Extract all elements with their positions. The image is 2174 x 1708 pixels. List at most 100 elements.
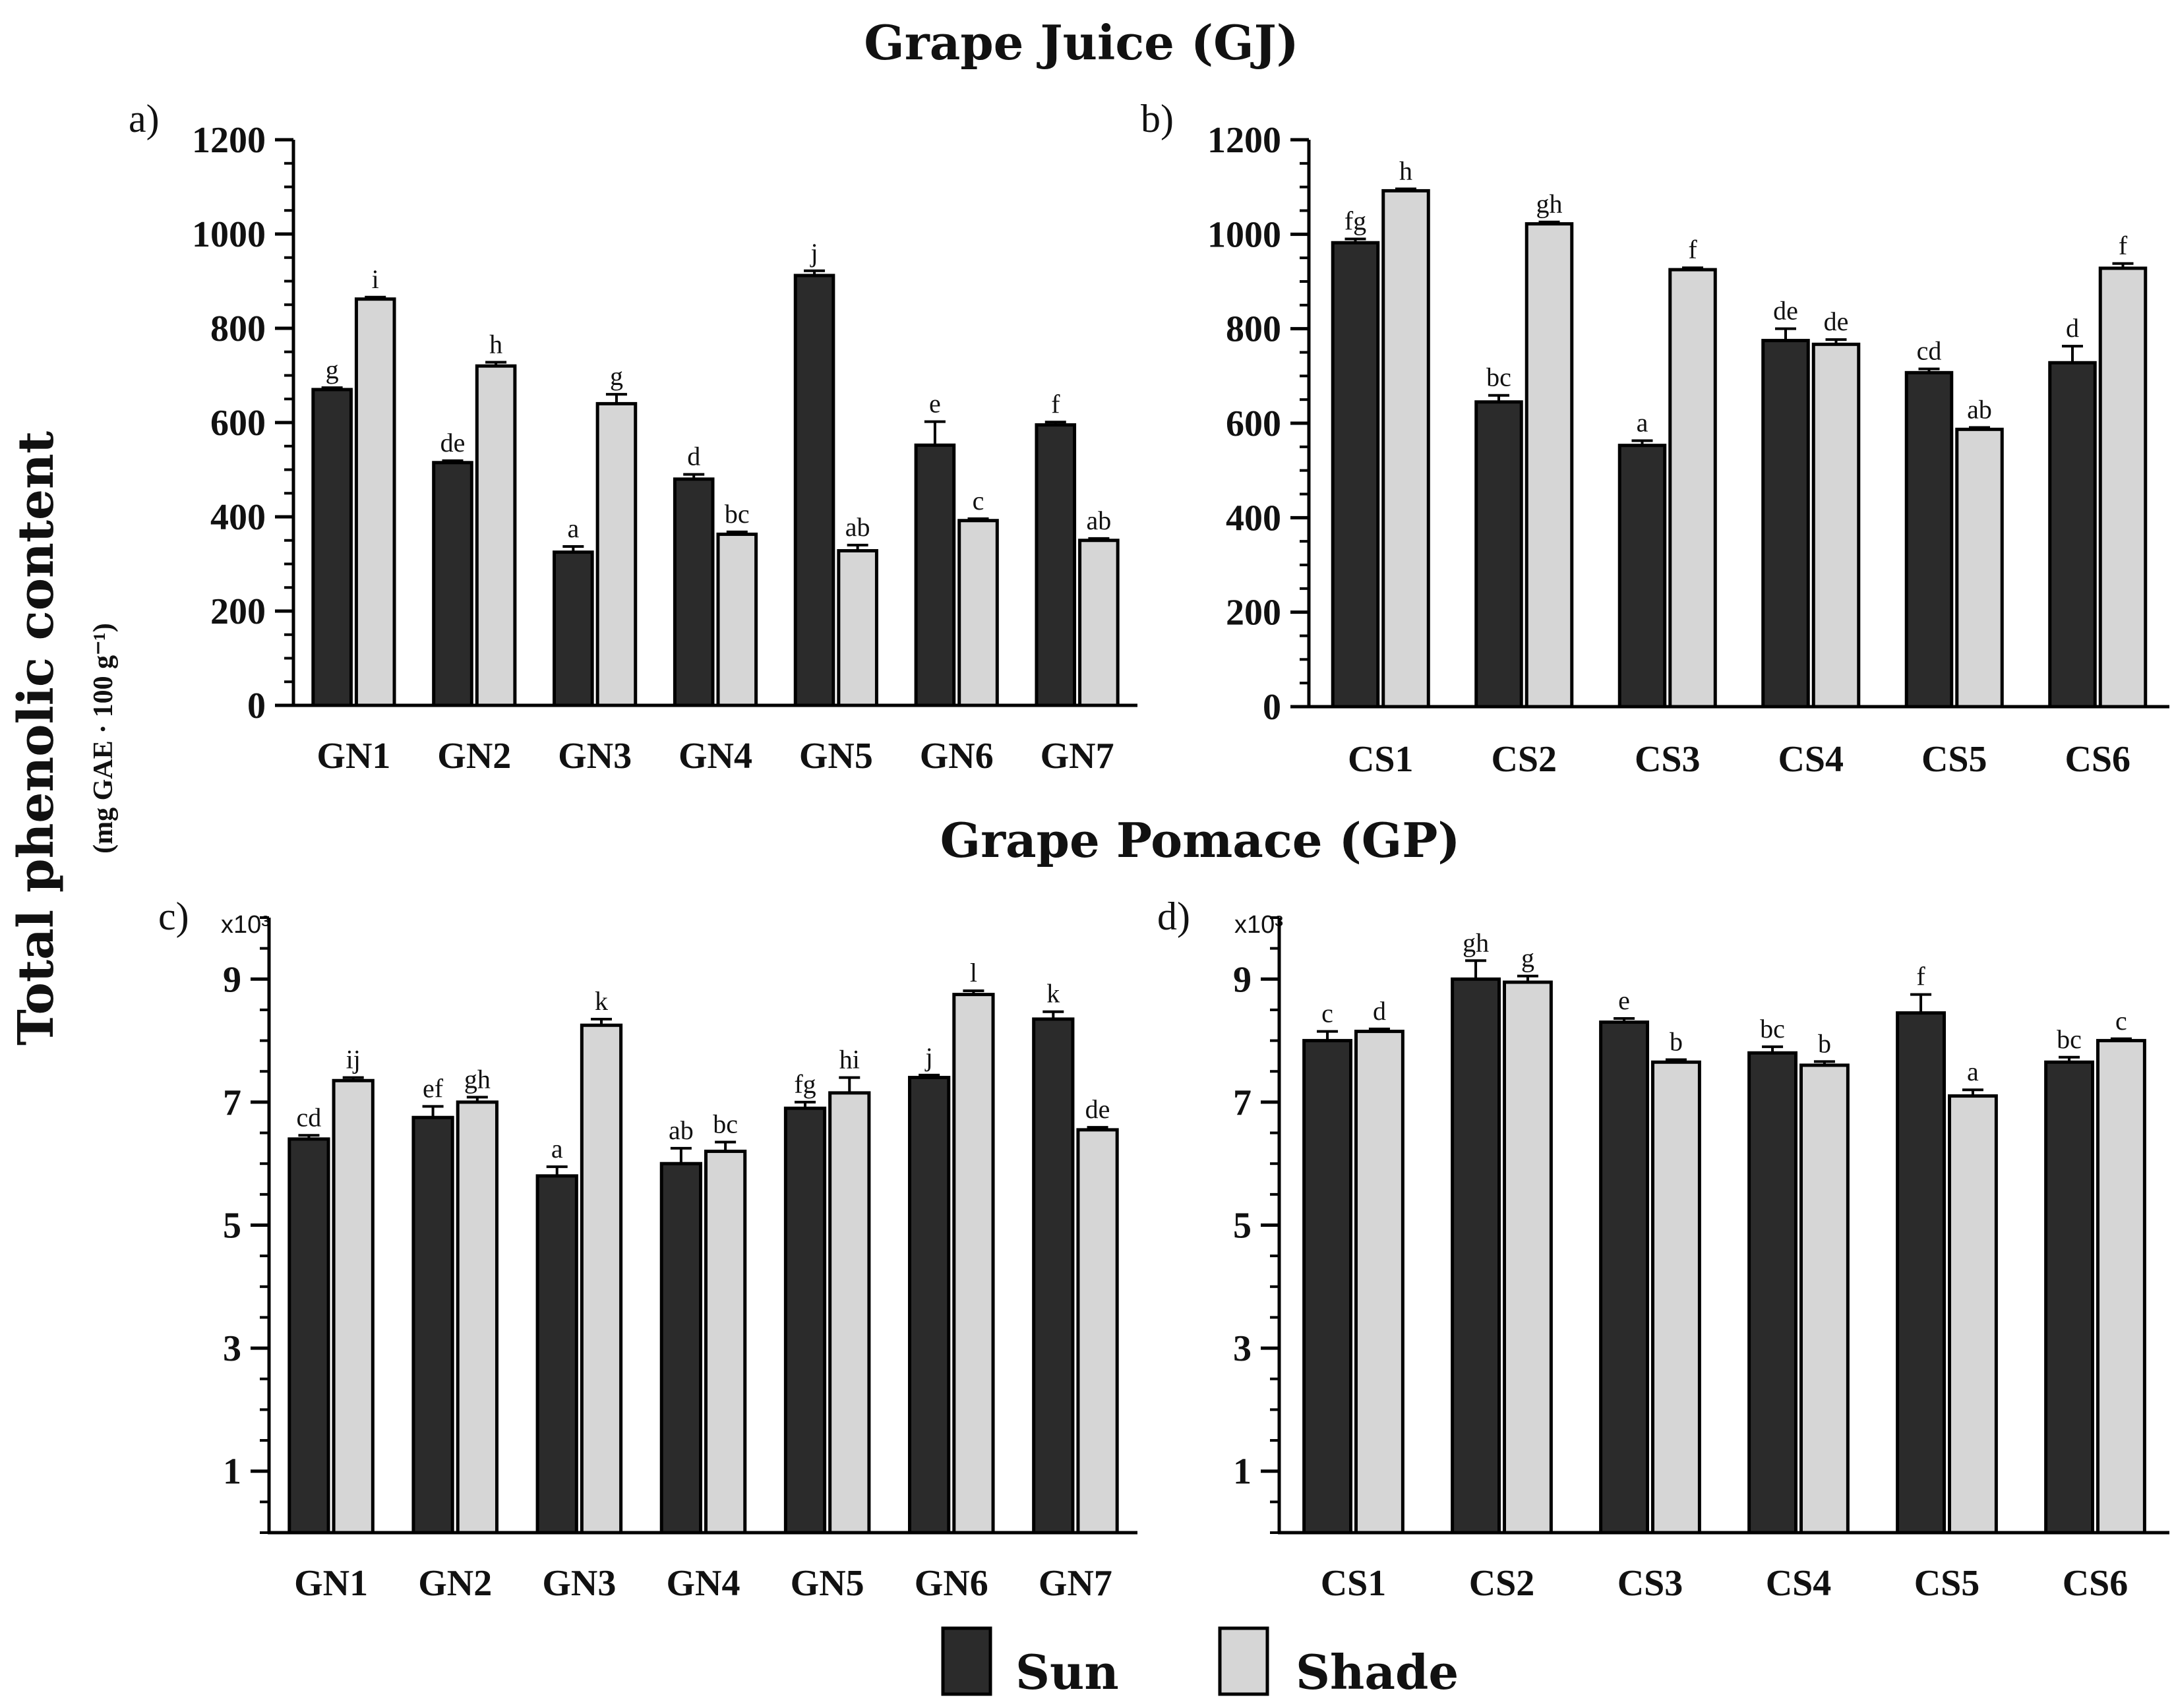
sun-bar bbox=[2044, 1060, 2094, 1535]
panel-label: d) bbox=[1157, 895, 1190, 938]
sun-bar bbox=[659, 1162, 702, 1535]
significance-letter: hi bbox=[839, 1045, 860, 1075]
significance-letter: a bbox=[567, 514, 579, 543]
category-label: GN1 bbox=[294, 1563, 368, 1604]
sun-bar bbox=[783, 1106, 827, 1535]
y-tick-label: 5 bbox=[223, 1206, 241, 1247]
sun-bar bbox=[535, 1174, 578, 1535]
sun-bar bbox=[311, 388, 353, 707]
sun-bar bbox=[1035, 423, 1077, 707]
category-label: CS5 bbox=[1921, 739, 1987, 780]
significance-letter: c bbox=[2115, 1006, 2127, 1036]
significance-letter: k bbox=[1046, 979, 1060, 1009]
legend-sun-swatch bbox=[941, 1626, 992, 1696]
significance-letter: l bbox=[970, 958, 977, 987]
sun-bar bbox=[553, 550, 594, 707]
shade-bar bbox=[2096, 1039, 2146, 1535]
significance-letter: f bbox=[1688, 235, 1697, 264]
significance-letter: e bbox=[929, 389, 941, 419]
significance-letter: bc bbox=[2057, 1024, 2082, 1054]
category-label: GN4 bbox=[679, 736, 752, 777]
significance-letter: ab bbox=[1086, 506, 1111, 535]
y-tick-label: 1 bbox=[1233, 1452, 1252, 1492]
sun-bar bbox=[673, 477, 715, 707]
y-tick-label: 200 bbox=[210, 591, 266, 632]
significance-letter: d bbox=[1373, 996, 1386, 1026]
significance-letter: bc bbox=[713, 1109, 738, 1139]
significance-letter: d bbox=[2066, 313, 2079, 343]
category-label: CS6 bbox=[2065, 739, 2130, 780]
sun-bar bbox=[1896, 1011, 1946, 1535]
y-tick-label: 800 bbox=[1226, 309, 1281, 350]
significance-letter: gh bbox=[1463, 928, 1489, 957]
shade-bar bbox=[475, 364, 517, 707]
significance-letter: b bbox=[1818, 1028, 1831, 1058]
category-label: GN7 bbox=[1041, 736, 1114, 777]
sun-bar bbox=[432, 461, 473, 707]
significance-letter: g bbox=[1521, 943, 1534, 973]
scale-label: x10³ bbox=[1234, 911, 1283, 939]
shade-bar bbox=[828, 1091, 871, 1535]
panel-b-juice-cs: b) 0 200 400 600 800 1000 1200 CS1 fg h CS2 bc gh CS3 a… bbox=[1141, 97, 2169, 780]
significance-letter: bc bbox=[1760, 1014, 1785, 1044]
significance-letter: h bbox=[1399, 156, 1412, 186]
y-tick-label: 7 bbox=[223, 1082, 241, 1123]
significance-letter: ab bbox=[845, 512, 870, 542]
category-label: GN7 bbox=[1039, 1563, 1112, 1604]
y-tick-label: 400 bbox=[1226, 498, 1281, 539]
category-label: GN3 bbox=[558, 736, 632, 777]
shade-bar bbox=[595, 401, 638, 707]
sun-bar bbox=[1302, 1039, 1352, 1535]
category-label: GN6 bbox=[915, 1563, 988, 1604]
category-label: CS4 bbox=[1778, 739, 1844, 780]
shade-bar bbox=[1668, 268, 1717, 709]
y-tick-label: 1200 bbox=[1207, 120, 1281, 161]
pomace-section-title: Grape Pomace (GP) bbox=[940, 812, 1461, 868]
significance-letter: de bbox=[1085, 1094, 1110, 1124]
significance-letter: j bbox=[809, 238, 818, 268]
significance-letter: bc bbox=[1486, 363, 1511, 392]
category-label: GN4 bbox=[667, 1563, 740, 1604]
significance-letter: ab bbox=[669, 1115, 694, 1145]
shade-bar bbox=[704, 1150, 747, 1535]
panel-label: c) bbox=[158, 895, 189, 938]
shade-bar bbox=[837, 548, 878, 707]
sun-bar bbox=[1474, 400, 1523, 709]
y-tick-label: 200 bbox=[1226, 593, 1281, 633]
shade-bar bbox=[1078, 539, 1120, 707]
y-tick-label: 9 bbox=[223, 959, 241, 1000]
significance-letter: g bbox=[326, 355, 339, 384]
sun-bar bbox=[411, 1115, 454, 1535]
y-tick-label: 1200 bbox=[192, 120, 266, 161]
significance-letter: i bbox=[372, 264, 379, 294]
juice-section-title: Grape Juice (GJ) bbox=[864, 15, 1298, 71]
sun-bar bbox=[1331, 241, 1380, 709]
shade-bar bbox=[1381, 189, 1430, 709]
category-label: GN2 bbox=[437, 736, 511, 777]
y-tick-label: 600 bbox=[210, 403, 266, 444]
y-tick-label: 5 bbox=[1233, 1206, 1252, 1247]
sun-bar bbox=[1904, 370, 1954, 709]
significance-letter: de bbox=[440, 428, 466, 457]
category-label: CS1 bbox=[1348, 739, 1414, 780]
shade-bar bbox=[1503, 980, 1553, 1535]
significance-letter: a bbox=[551, 1134, 563, 1163]
legend-shade-swatch bbox=[1218, 1626, 1269, 1696]
category-label: CS3 bbox=[1635, 739, 1701, 780]
shade-bar bbox=[354, 297, 396, 707]
sun-bar bbox=[1747, 1051, 1797, 1535]
legend-sun-label: Sun bbox=[1015, 1644, 1119, 1700]
category-label: GN5 bbox=[791, 1563, 864, 1604]
shade-bar bbox=[580, 1023, 623, 1535]
y-tick-label: 3 bbox=[223, 1328, 241, 1369]
significance-letter: f bbox=[1051, 389, 1060, 419]
significance-letter: cd bbox=[1917, 336, 1942, 366]
category-label: GN5 bbox=[799, 736, 873, 777]
significance-letter: de bbox=[1824, 307, 1849, 336]
y-tick-label: 600 bbox=[1226, 403, 1281, 444]
shade-bar bbox=[456, 1100, 498, 1535]
significance-letter: gh bbox=[464, 1064, 491, 1094]
panel-label: a) bbox=[129, 97, 160, 140]
